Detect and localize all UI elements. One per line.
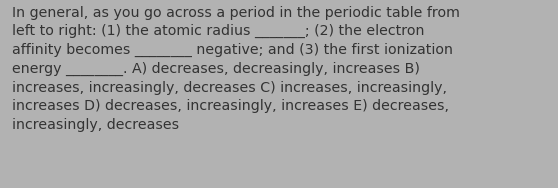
Text: In general, as you go across a period in the periodic table from
left to right: : In general, as you go across a period in… [12,6,460,132]
